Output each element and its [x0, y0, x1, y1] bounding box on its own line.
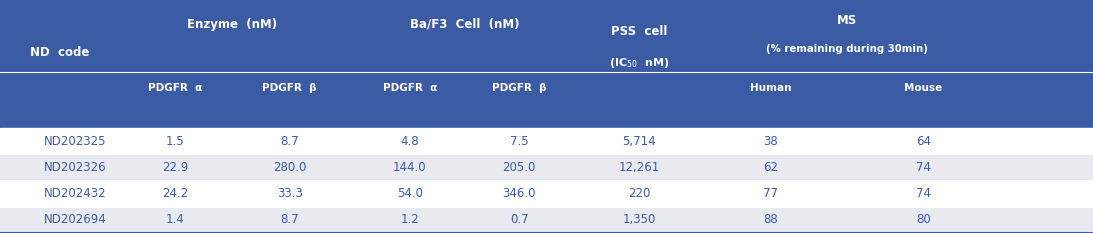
Text: Enzyme  (nM): Enzyme (nM) [187, 18, 278, 31]
Text: ND202325: ND202325 [44, 135, 106, 148]
Text: PDGFR  α: PDGFR α [148, 83, 202, 93]
Text: 33.3: 33.3 [277, 187, 303, 200]
Text: ND202326: ND202326 [44, 161, 106, 174]
Text: 1.5: 1.5 [165, 135, 185, 148]
Text: (% remaining during 30min): (% remaining during 30min) [766, 44, 928, 54]
Text: 8.7: 8.7 [280, 213, 299, 226]
Text: 144.0: 144.0 [393, 161, 426, 174]
Text: 64: 64 [916, 135, 931, 148]
Bar [0, 181, 1093, 207]
Text: Mouse: Mouse [905, 83, 942, 93]
Text: 88: 88 [763, 213, 778, 226]
Text: 62: 62 [763, 161, 778, 174]
Text: (IC$_{50}$  nM): (IC$_{50}$ nM) [609, 56, 670, 70]
Text: 80: 80 [916, 213, 931, 226]
Text: 74: 74 [916, 161, 931, 174]
Text: 74: 74 [916, 187, 931, 200]
Text: ND  code: ND code [31, 46, 90, 59]
Text: 4.8: 4.8 [400, 135, 420, 148]
Text: Ba/F3  Cell  (nM): Ba/F3 Cell (nM) [410, 18, 519, 31]
Text: 12,261: 12,261 [619, 161, 660, 174]
Bar [0, 0, 1093, 105]
Text: 0.7: 0.7 [509, 213, 529, 226]
Text: 346.0: 346.0 [503, 187, 536, 200]
Text: 280.0: 280.0 [273, 161, 306, 174]
Text: 24.2: 24.2 [162, 187, 188, 200]
Bar [0, 154, 1093, 181]
Text: 7.5: 7.5 [509, 135, 529, 148]
Text: 8.7: 8.7 [280, 135, 299, 148]
Text: 5,714: 5,714 [623, 135, 656, 148]
Text: ND202432: ND202432 [44, 187, 106, 200]
Text: Human: Human [750, 83, 791, 93]
Text: MS: MS [837, 14, 857, 27]
Bar [0, 207, 1093, 233]
Text: 1.2: 1.2 [400, 213, 420, 226]
Bar [0, 128, 1093, 154]
Text: 1,350: 1,350 [623, 213, 656, 226]
Text: 54.0: 54.0 [397, 187, 423, 200]
Text: PSS  cell: PSS cell [611, 25, 668, 38]
Text: 205.0: 205.0 [503, 161, 536, 174]
Text: PDGFR  α: PDGFR α [383, 83, 437, 93]
Text: 1.4: 1.4 [165, 213, 185, 226]
Text: PDGFR  β: PDGFR β [262, 83, 317, 93]
Text: 22.9: 22.9 [162, 161, 188, 174]
Text: 220: 220 [628, 187, 650, 200]
Text: PDGFR  β: PDGFR β [492, 83, 546, 93]
Text: 38: 38 [763, 135, 778, 148]
Text: ND202694: ND202694 [44, 213, 106, 226]
Text: 77: 77 [763, 187, 778, 200]
